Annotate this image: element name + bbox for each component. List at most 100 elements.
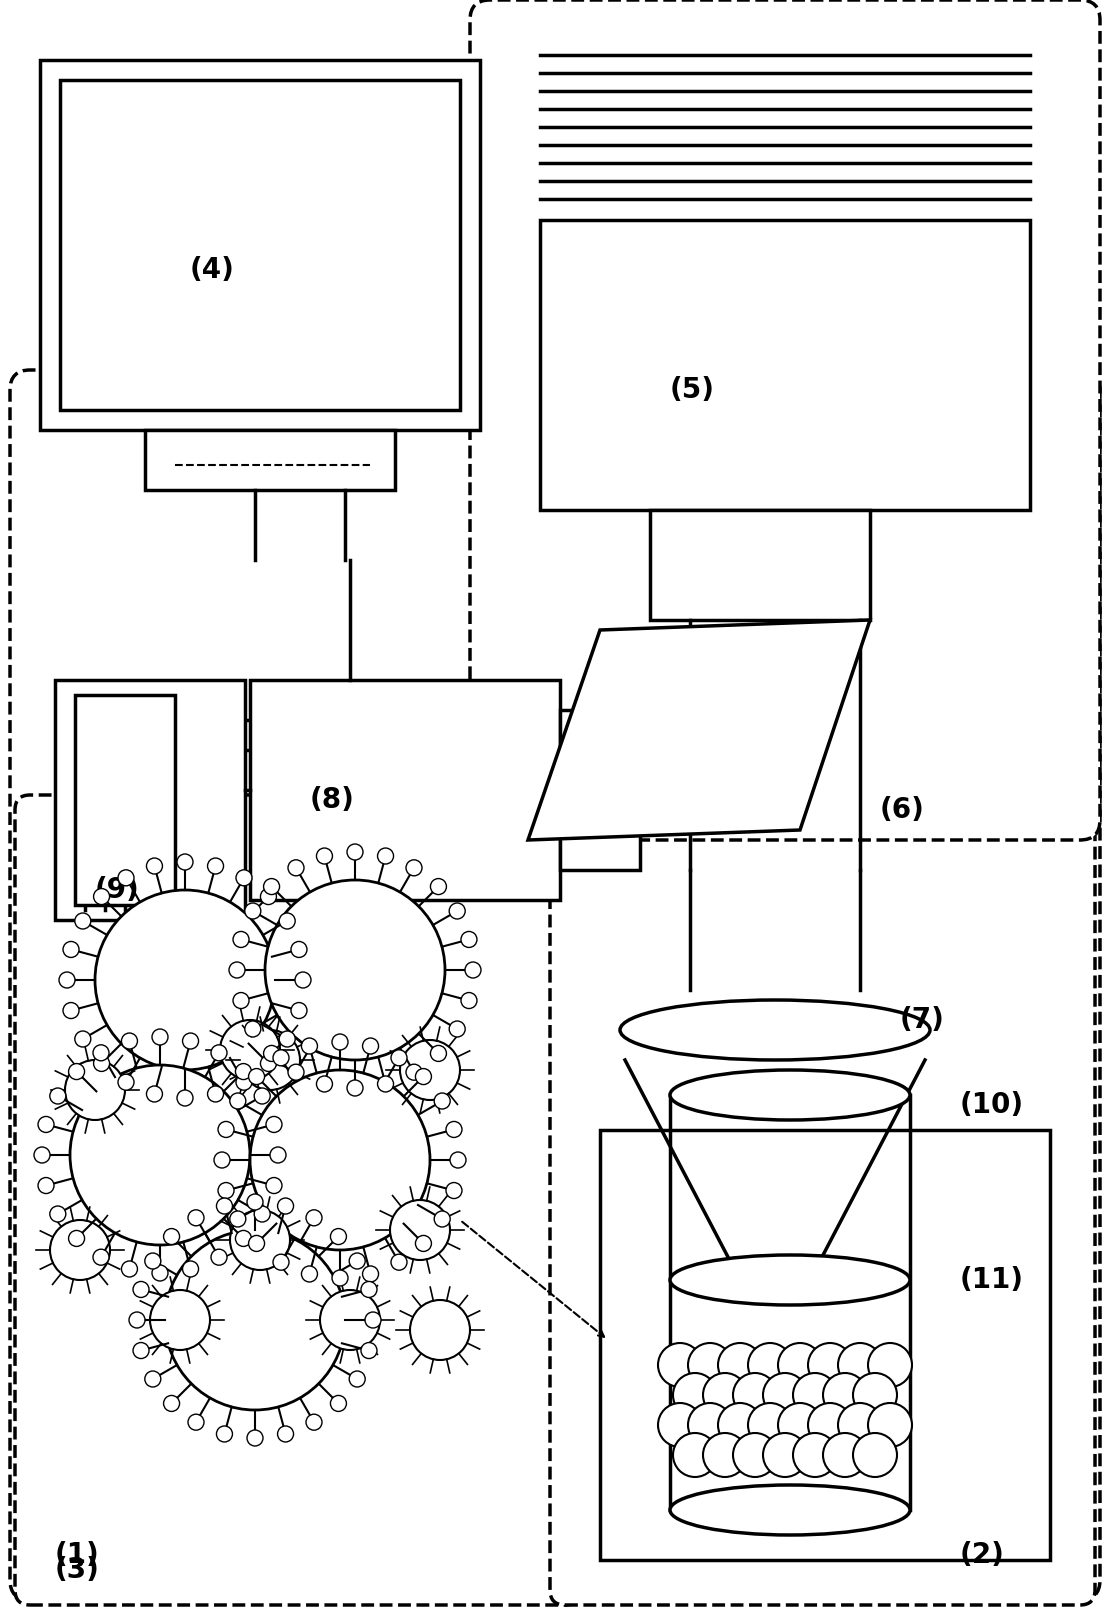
Circle shape bbox=[718, 1344, 761, 1387]
Circle shape bbox=[365, 1311, 381, 1327]
Circle shape bbox=[121, 1261, 138, 1277]
Circle shape bbox=[658, 1344, 702, 1387]
Circle shape bbox=[236, 869, 252, 886]
Bar bbox=[601, 1131, 1050, 1560]
Circle shape bbox=[446, 1182, 462, 1198]
Text: (9): (9) bbox=[95, 876, 140, 903]
Circle shape bbox=[332, 1034, 349, 1050]
Circle shape bbox=[38, 1177, 54, 1194]
Circle shape bbox=[74, 1031, 91, 1047]
Circle shape bbox=[703, 1432, 747, 1478]
Circle shape bbox=[287, 1065, 304, 1081]
Circle shape bbox=[254, 1089, 270, 1103]
Circle shape bbox=[703, 1373, 747, 1416]
Circle shape bbox=[266, 1116, 282, 1132]
Circle shape bbox=[63, 942, 79, 958]
Circle shape bbox=[240, 1031, 300, 1090]
Circle shape bbox=[838, 1344, 882, 1387]
Circle shape bbox=[50, 1219, 110, 1281]
Circle shape bbox=[218, 1121, 234, 1137]
Circle shape bbox=[250, 1069, 430, 1250]
Circle shape bbox=[316, 1076, 333, 1092]
Text: (10): (10) bbox=[960, 1090, 1025, 1119]
Circle shape bbox=[74, 913, 91, 929]
Circle shape bbox=[361, 1342, 377, 1358]
Circle shape bbox=[63, 1003, 79, 1018]
Circle shape bbox=[306, 1210, 322, 1226]
Circle shape bbox=[377, 1076, 394, 1092]
Ellipse shape bbox=[670, 1255, 910, 1305]
Circle shape bbox=[230, 1094, 245, 1110]
Bar bbox=[250, 681, 561, 900]
Circle shape bbox=[350, 1371, 365, 1387]
Circle shape bbox=[273, 1255, 289, 1269]
Circle shape bbox=[673, 1373, 717, 1416]
Circle shape bbox=[188, 1415, 204, 1431]
Circle shape bbox=[363, 1039, 379, 1053]
Circle shape bbox=[236, 1074, 252, 1090]
Circle shape bbox=[163, 1229, 180, 1245]
Circle shape bbox=[261, 889, 276, 905]
Circle shape bbox=[331, 1229, 346, 1245]
Circle shape bbox=[235, 1063, 252, 1079]
Circle shape bbox=[461, 931, 477, 947]
FancyBboxPatch shape bbox=[549, 795, 1094, 1605]
Circle shape bbox=[763, 1373, 807, 1416]
Circle shape bbox=[406, 1065, 422, 1081]
Circle shape bbox=[406, 860, 422, 876]
Circle shape bbox=[233, 931, 249, 947]
Text: (2): (2) bbox=[960, 1540, 1005, 1569]
Circle shape bbox=[133, 1342, 149, 1358]
Circle shape bbox=[245, 1021, 261, 1037]
Circle shape bbox=[295, 973, 311, 989]
Circle shape bbox=[93, 1248, 109, 1265]
Circle shape bbox=[852, 1432, 897, 1478]
Circle shape bbox=[208, 1086, 223, 1102]
Circle shape bbox=[400, 1040, 460, 1100]
Circle shape bbox=[465, 961, 481, 977]
Circle shape bbox=[248, 1194, 263, 1210]
Circle shape bbox=[718, 1403, 761, 1447]
Text: (3): (3) bbox=[56, 1557, 100, 1584]
Circle shape bbox=[361, 1281, 377, 1297]
Circle shape bbox=[838, 1403, 882, 1447]
Circle shape bbox=[216, 1426, 232, 1442]
Circle shape bbox=[163, 1395, 180, 1411]
Circle shape bbox=[95, 890, 275, 1069]
Circle shape bbox=[152, 1265, 168, 1281]
FancyBboxPatch shape bbox=[10, 369, 1100, 1600]
Circle shape bbox=[823, 1373, 867, 1416]
Circle shape bbox=[211, 1248, 228, 1265]
Circle shape bbox=[391, 1255, 407, 1269]
Circle shape bbox=[182, 1261, 199, 1277]
Circle shape bbox=[823, 1432, 867, 1478]
Circle shape bbox=[150, 1290, 210, 1350]
Circle shape bbox=[868, 1344, 912, 1387]
Circle shape bbox=[415, 1236, 432, 1252]
Circle shape bbox=[261, 1055, 276, 1071]
Circle shape bbox=[278, 1426, 293, 1442]
Circle shape bbox=[278, 1198, 293, 1215]
Bar bbox=[539, 219, 1030, 510]
Circle shape bbox=[658, 1403, 702, 1447]
Circle shape bbox=[165, 1231, 345, 1410]
Circle shape bbox=[230, 1211, 245, 1227]
Circle shape bbox=[390, 1200, 450, 1260]
Circle shape bbox=[93, 1045, 109, 1061]
Circle shape bbox=[182, 1032, 199, 1048]
Circle shape bbox=[434, 1211, 451, 1227]
Circle shape bbox=[50, 1089, 65, 1103]
Polygon shape bbox=[528, 619, 870, 840]
Circle shape bbox=[208, 858, 223, 874]
Bar bbox=[60, 81, 460, 410]
Circle shape bbox=[748, 1403, 793, 1447]
Circle shape bbox=[69, 1231, 84, 1247]
Circle shape bbox=[793, 1432, 837, 1478]
Circle shape bbox=[254, 1207, 270, 1223]
Circle shape bbox=[306, 1415, 322, 1431]
Circle shape bbox=[415, 1068, 432, 1084]
Circle shape bbox=[431, 1045, 446, 1061]
Circle shape bbox=[38, 1116, 54, 1132]
Circle shape bbox=[808, 1344, 852, 1387]
Circle shape bbox=[291, 1003, 307, 1018]
